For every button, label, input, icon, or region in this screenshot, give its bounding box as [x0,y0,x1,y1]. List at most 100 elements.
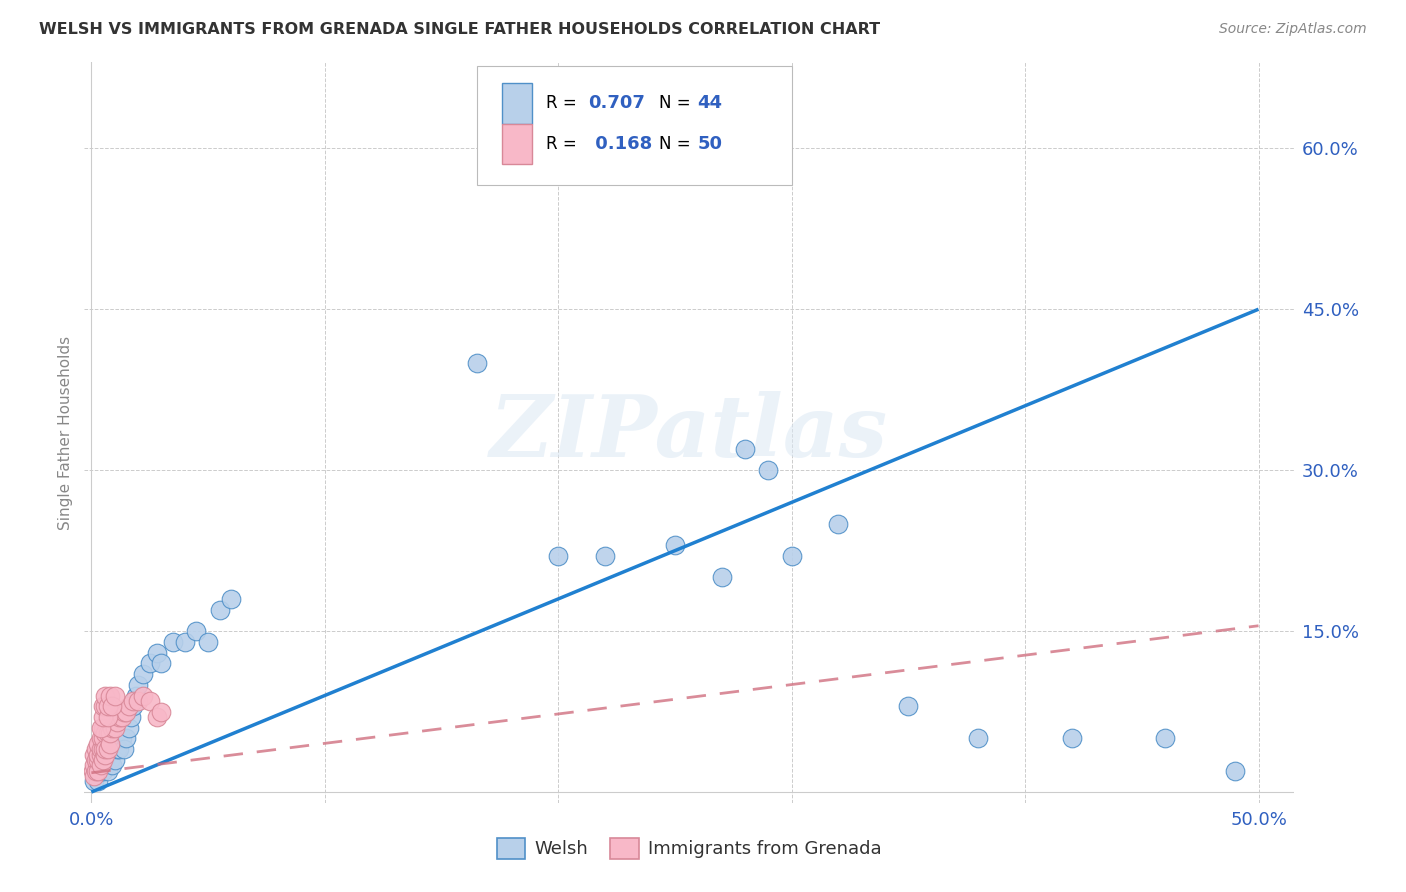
FancyBboxPatch shape [478,66,792,185]
Point [145,710,167,724]
Point [112,705,135,719]
Point [132,689,155,703]
Point [756,463,779,477]
Point [91,721,114,735]
Point [547,549,569,563]
Point [173,635,195,649]
Point [87,737,110,751]
Point [1154,731,1177,746]
Point [90,747,112,762]
Point [87,747,110,762]
Point [115,705,138,719]
Point [91,710,114,724]
Point [111,710,134,724]
Point [98,689,121,703]
Point [150,705,173,719]
Point [84,764,107,778]
Point [97,699,120,714]
Text: R =: R = [547,95,582,112]
Text: Source: ZipAtlas.com: Source: ZipAtlas.com [1219,22,1367,37]
Point [221,591,243,606]
Point [84,753,107,767]
Point [82,764,104,778]
Point [105,715,128,730]
Point [104,721,127,735]
Point [90,742,112,756]
Point [111,731,134,746]
Point [97,742,120,756]
FancyBboxPatch shape [502,123,531,164]
Point [83,758,105,772]
Point [122,694,145,708]
Point [94,747,117,762]
Point [91,753,114,767]
Point [91,699,114,714]
Text: 50: 50 [697,135,723,153]
Point [97,726,120,740]
Point [94,726,117,740]
Point [208,602,231,616]
Point [98,737,121,751]
Point [1223,764,1246,778]
Point [186,624,208,639]
Text: 44: 44 [697,95,723,112]
Point [1060,731,1083,746]
Point [94,742,117,756]
Point [122,699,145,714]
Point [734,442,756,456]
Point [150,657,173,671]
Point [87,753,110,767]
Point [91,764,114,778]
Point [84,764,107,778]
Point [83,769,105,783]
Text: N =: N = [659,95,696,112]
Point [827,516,849,531]
Point [780,549,803,563]
Point [90,758,112,772]
Point [112,742,135,756]
Point [127,678,149,692]
Point [101,721,124,735]
Point [87,774,110,789]
Point [98,726,121,740]
Point [94,689,117,703]
Point [94,753,117,767]
Point [967,731,990,746]
Text: 0.707: 0.707 [589,95,645,112]
Point [897,699,920,714]
Point [127,694,149,708]
Point [97,764,120,778]
Legend: Welsh, Immigrants from Grenada: Welsh, Immigrants from Grenada [488,829,890,868]
Point [104,753,127,767]
Point [87,764,110,778]
Point [125,689,148,703]
Point [593,549,616,563]
Point [120,710,142,724]
Point [105,742,128,756]
Text: ZIPatlas: ZIPatlas [489,391,889,475]
Point [91,742,114,756]
Point [197,635,219,649]
Point [162,635,184,649]
Point [108,710,131,724]
Point [710,570,733,584]
Point [90,731,112,746]
Text: R =: R = [547,135,582,153]
Point [94,699,117,714]
Point [101,758,124,772]
Text: WELSH VS IMMIGRANTS FROM GRENADA SINGLE FATHER HOUSEHOLDS CORRELATION CHART: WELSH VS IMMIGRANTS FROM GRENADA SINGLE … [39,22,880,37]
Point [83,747,105,762]
Point [132,667,155,681]
Point [118,699,141,714]
Point [84,742,107,756]
Text: N =: N = [659,135,696,153]
Point [97,710,120,724]
Point [465,356,488,370]
Point [101,699,124,714]
Point [83,774,105,789]
Point [138,694,160,708]
Point [91,731,114,746]
Point [664,538,686,552]
Point [115,731,138,746]
Point [108,742,131,756]
